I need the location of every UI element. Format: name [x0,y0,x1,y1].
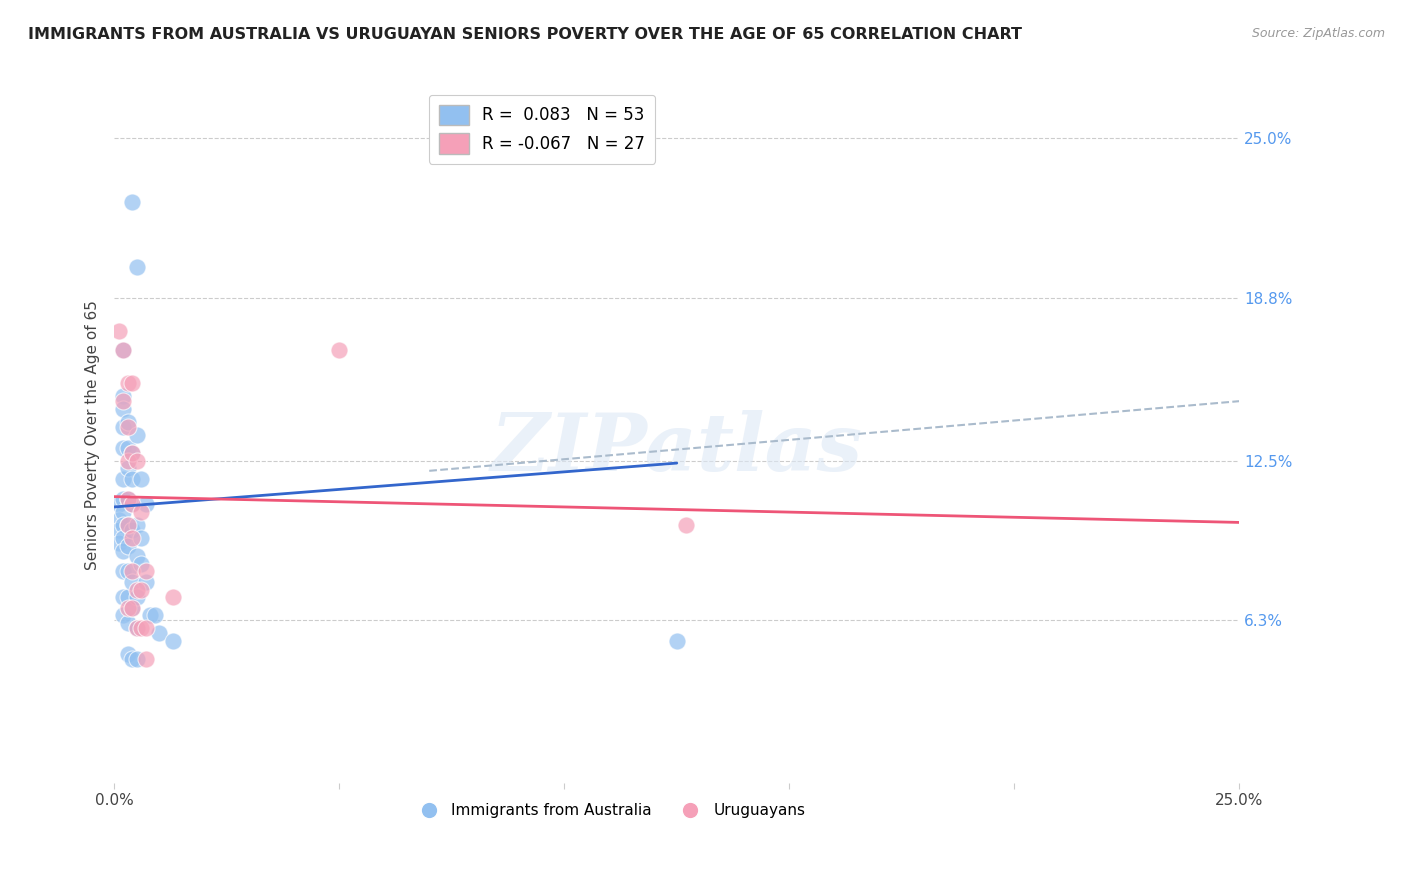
Point [129,621,152,635]
Point [117,615,139,630]
Point [125,652,148,666]
Point [125,621,148,635]
Point [117,461,139,475]
Point [129,582,152,597]
Point [121,565,143,579]
Point [112,492,135,507]
Point [112,518,135,533]
Point [112,394,135,409]
Point [125,621,148,635]
Point [121,497,143,511]
Point [675,518,697,533]
Point [117,492,139,507]
Point [162,634,184,648]
Point [117,565,139,579]
Point [112,565,135,579]
Point [328,343,350,357]
Point [117,492,139,507]
Point [117,376,139,390]
Point [135,565,157,579]
Point [665,634,688,648]
Point [143,608,166,623]
Point [148,626,170,640]
Text: IMMIGRANTS FROM AUSTRALIA VS URUGUAYAN SENIORS POVERTY OVER THE AGE OF 65 CORREL: IMMIGRANTS FROM AUSTRALIA VS URUGUAYAN S… [28,27,1022,42]
Point [121,652,143,666]
Point [121,600,143,615]
Point [117,539,139,553]
Point [129,531,152,545]
Point [135,652,157,666]
Point [112,608,135,623]
Point [121,600,143,615]
Point [117,441,139,455]
Point [117,453,139,467]
Point [107,325,129,339]
Point [117,518,139,533]
Text: ZIPatlas: ZIPatlas [491,410,863,487]
Point [117,591,139,605]
Point [125,591,148,605]
Point [135,621,157,635]
Point [129,505,152,519]
Point [121,497,143,511]
Point [125,453,148,467]
Point [112,401,135,416]
Point [121,376,143,390]
Point [107,536,129,550]
Point [125,518,148,533]
Point [125,582,148,597]
Point [117,518,139,533]
Point [162,591,184,605]
Point [112,472,135,486]
Point [112,505,135,519]
Point [135,574,157,589]
Point [112,441,135,455]
Text: Source: ZipAtlas.com: Source: ZipAtlas.com [1251,27,1385,40]
Point [112,544,135,558]
Point [112,343,135,357]
Point [139,608,162,623]
Point [129,557,152,571]
Point [112,531,135,545]
Point [121,531,143,545]
Point [117,420,139,434]
Legend: Immigrants from Australia, Uruguayans: Immigrants from Australia, Uruguayans [408,797,811,824]
Point [117,415,139,429]
Point [125,427,148,442]
Point [117,647,139,661]
Point [112,343,135,357]
Point [125,260,148,274]
Point [112,420,135,434]
Point [121,446,143,460]
Point [112,591,135,605]
Point [107,497,129,511]
Point [121,195,143,210]
Point [129,472,152,486]
Point [135,497,157,511]
Point [117,600,139,615]
Point [121,472,143,486]
Point [121,523,143,537]
Point [125,549,148,563]
Point [121,574,143,589]
Y-axis label: Seniors Poverty Over the Age of 65: Seniors Poverty Over the Age of 65 [86,300,100,570]
Point [112,389,135,403]
Point [107,513,129,527]
Point [121,446,143,460]
Point [107,523,129,537]
